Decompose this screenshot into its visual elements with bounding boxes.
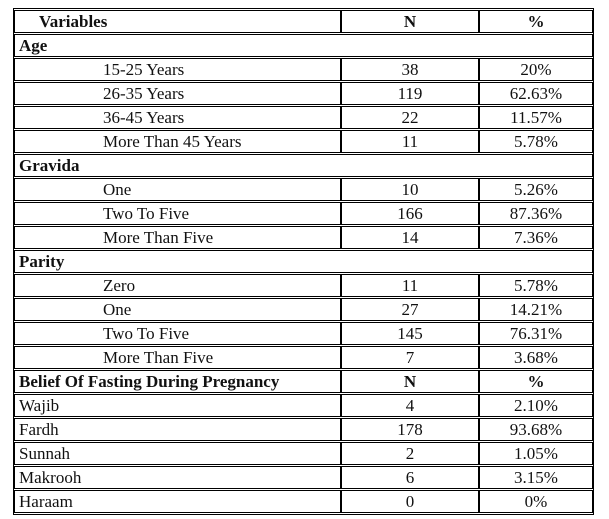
section-header-row-gravida: Gravida [14, 154, 593, 177]
row-percent-value: 1.05% [479, 442, 593, 465]
row-percent-value: 76.31% [479, 322, 593, 345]
section-header-row-age: Age [14, 34, 593, 57]
table-row: Haraam 0 0% [14, 490, 593, 513]
column-header-variables: Variables [14, 10, 341, 33]
table-row: One 27 14.21% [14, 298, 593, 321]
row-label: Makrooh [14, 466, 341, 489]
table-row: Fardh 178 93.68% [14, 418, 593, 441]
row-n-value: 11 [341, 274, 479, 297]
column-header-percent: % [479, 370, 593, 393]
row-percent-value: 2.10% [479, 394, 593, 417]
section-title: Age [14, 34, 593, 57]
row-label: 36-45 Years [14, 106, 341, 129]
table-header-row: Variables N % [14, 10, 593, 33]
row-percent-value: 5.26% [479, 178, 593, 201]
row-n-value: 11 [341, 130, 479, 153]
row-label: One [14, 178, 341, 201]
row-label: Sunnah [14, 442, 341, 465]
row-percent-value: 5.78% [479, 130, 593, 153]
column-header-belief: Belief Of Fasting During Pregnancy [14, 370, 341, 393]
column-header-percent: % [479, 10, 593, 33]
row-percent-value: 62.63% [479, 82, 593, 105]
row-n-value: 2 [341, 442, 479, 465]
table-row: Two To Five 166 87.36% [14, 202, 593, 225]
column-header-n: N [341, 370, 479, 393]
table-row: Two To Five 145 76.31% [14, 322, 593, 345]
row-label: Wajib [14, 394, 341, 417]
table-row: More Than Five 7 3.68% [14, 346, 593, 369]
row-percent-value: 20% [479, 58, 593, 81]
table-row: Zero 11 5.78% [14, 274, 593, 297]
row-n-value: 38 [341, 58, 479, 81]
table-row: One 10 5.26% [14, 178, 593, 201]
row-label: Zero [14, 274, 341, 297]
row-n-value: 27 [341, 298, 479, 321]
table-row: More Than 45 Years 11 5.78% [14, 130, 593, 153]
row-label: Two To Five [14, 322, 341, 345]
row-n-value: 0 [341, 490, 479, 513]
row-n-value: 10 [341, 178, 479, 201]
row-percent-value: 3.68% [479, 346, 593, 369]
row-label: Haraam [14, 490, 341, 513]
row-label: One [14, 298, 341, 321]
table-row: 26-35 Years 119 62.63% [14, 82, 593, 105]
row-label: More Than 45 Years [14, 130, 341, 153]
row-n-value: 145 [341, 322, 479, 345]
row-n-value: 119 [341, 82, 479, 105]
section-title: Parity [14, 250, 593, 273]
table-row: More Than Five 14 7.36% [14, 226, 593, 249]
row-n-value: 178 [341, 418, 479, 441]
row-percent-value: 0% [479, 490, 593, 513]
row-n-value: 166 [341, 202, 479, 225]
table-row: 15-25 Years 38 20% [14, 58, 593, 81]
row-label: More Than Five [14, 226, 341, 249]
row-percent-value: 14.21% [479, 298, 593, 321]
row-n-value: 7 [341, 346, 479, 369]
row-percent-value: 11.57% [479, 106, 593, 129]
table-row: Sunnah 2 1.05% [14, 442, 593, 465]
frequency-table: Variables N % Age 15-25 Years 38 20% 26-… [13, 8, 594, 515]
row-n-value: 14 [341, 226, 479, 249]
row-n-value: 4 [341, 394, 479, 417]
table-row: Makrooh 6 3.15% [14, 466, 593, 489]
row-label: Two To Five [14, 202, 341, 225]
table-row: Wajib 4 2.10% [14, 394, 593, 417]
section-title: Gravida [14, 154, 593, 177]
row-n-value: 6 [341, 466, 479, 489]
row-percent-value: 7.36% [479, 226, 593, 249]
row-percent-value: 3.15% [479, 466, 593, 489]
row-percent-value: 87.36% [479, 202, 593, 225]
row-label: 15-25 Years [14, 58, 341, 81]
row-label: 26-35 Years [14, 82, 341, 105]
section-header-row-parity: Parity [14, 250, 593, 273]
table-row: 36-45 Years 22 11.57% [14, 106, 593, 129]
row-label: Fardh [14, 418, 341, 441]
row-percent-value: 93.68% [479, 418, 593, 441]
table-header-row-belief: Belief Of Fasting During Pregnancy N % [14, 370, 593, 393]
row-percent-value: 5.78% [479, 274, 593, 297]
row-n-value: 22 [341, 106, 479, 129]
row-label: More Than Five [14, 346, 341, 369]
column-header-n: N [341, 10, 479, 33]
